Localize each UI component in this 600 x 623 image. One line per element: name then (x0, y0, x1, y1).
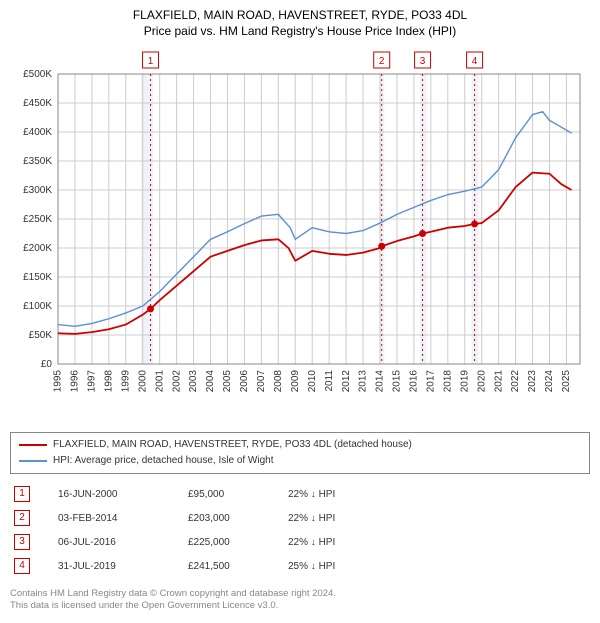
svg-text:2000: 2000 (137, 370, 148, 393)
svg-text:1999: 1999 (120, 370, 131, 393)
svg-text:1997: 1997 (87, 370, 98, 393)
sales-price: £241,500 (188, 561, 288, 572)
footer-line-1: Contains HM Land Registry data © Crown c… (10, 588, 590, 600)
sales-row: 3 06-JUL-2016£225,00022% ↓ HPI (10, 530, 590, 554)
sales-diff: 22% ↓ HPI (288, 513, 368, 524)
svg-text:2018: 2018 (442, 370, 453, 393)
svg-text:2020: 2020 (476, 370, 487, 393)
chart-svg: £0 £50K £100K £150K £200K £250K £300K £350K £400… (10, 44, 590, 424)
svg-text:2008: 2008 (273, 370, 284, 393)
svg-text:4: 4 (472, 56, 478, 67)
svg-text:2006: 2006 (239, 370, 250, 393)
legend: FLAXFIELD, MAIN ROAD, HAVENSTREET, RYDE,… (10, 432, 590, 474)
sales-diff: 22% ↓ HPI (288, 489, 368, 500)
title-block: FLAXFIELD, MAIN ROAD, HAVENSTREET, RYDE,… (10, 8, 590, 38)
svg-text:2007: 2007 (256, 370, 267, 393)
legend-row: HPI: Average price, detached house, Isle… (19, 453, 581, 469)
svg-text:£500K: £500K (23, 69, 52, 80)
svg-text:2003: 2003 (188, 370, 199, 393)
svg-text:2022: 2022 (510, 370, 521, 393)
svg-text:2024: 2024 (544, 370, 555, 393)
sales-price: £203,000 (188, 513, 288, 524)
sales-date: 31-JUL-2019 (58, 561, 188, 572)
svg-text:2011: 2011 (324, 370, 335, 392)
footer: Contains HM Land Registry data © Crown c… (10, 588, 590, 613)
chart-container: FLAXFIELD, MAIN ROAD, HAVENSTREET, RYDE,… (0, 0, 600, 623)
svg-text:1996: 1996 (70, 370, 81, 393)
sales-row: 1 16-JUN-2000£95,00022% ↓ HPI (10, 482, 590, 506)
svg-text:£0: £0 (41, 359, 53, 370)
svg-text:£350K: £350K (23, 156, 52, 167)
legend-swatch (19, 460, 47, 462)
sales-date: 03-FEB-2014 (58, 513, 188, 524)
sales-row: 4 31-JUL-2019£241,50025% ↓ HPI (10, 554, 590, 578)
svg-text:£450K: £450K (23, 98, 52, 109)
svg-text:£400K: £400K (23, 127, 52, 138)
legend-label: FLAXFIELD, MAIN ROAD, HAVENSTREET, RYDE,… (53, 437, 412, 453)
svg-text:2009: 2009 (290, 370, 301, 393)
svg-text:2021: 2021 (493, 370, 504, 393)
svg-text:1998: 1998 (103, 370, 114, 393)
svg-text:2013: 2013 (358, 370, 369, 393)
svg-text:2012: 2012 (341, 370, 352, 393)
sales-price: £225,000 (188, 537, 288, 548)
price-chart: £0 £50K £100K £150K £200K £250K £300K £350K £400… (10, 44, 590, 424)
svg-text:£150K: £150K (23, 272, 52, 283)
svg-text:2016: 2016 (409, 370, 420, 393)
sales-tag: 4 (14, 558, 30, 574)
svg-text:£200K: £200K (23, 243, 52, 254)
svg-text:2019: 2019 (459, 370, 470, 393)
svg-text:£100K: £100K (23, 301, 52, 312)
sales-row: 2 03-FEB-2014£203,00022% ↓ HPI (10, 506, 590, 530)
svg-text:1: 1 (148, 56, 154, 67)
svg-text:1995: 1995 (53, 370, 64, 393)
sales-tag: 3 (14, 534, 30, 550)
sales-tag: 1 (14, 486, 30, 502)
legend-row: FLAXFIELD, MAIN ROAD, HAVENSTREET, RYDE,… (19, 437, 581, 453)
svg-text:2017: 2017 (425, 370, 436, 393)
legend-label: HPI: Average price, detached house, Isle… (53, 453, 274, 469)
svg-text:3: 3 (420, 56, 426, 67)
sales-table: 116-JUN-2000£95,00022% ↓ HPI203-FEB-2014… (10, 482, 590, 578)
sales-price: £95,000 (188, 489, 288, 500)
sales-date: 16-JUN-2000 (58, 489, 188, 500)
svg-text:2010: 2010 (307, 370, 318, 393)
svg-text:2002: 2002 (171, 370, 182, 393)
svg-text:£300K: £300K (23, 185, 52, 196)
svg-text:£250K: £250K (23, 214, 52, 225)
sales-date: 06-JUL-2016 (58, 537, 188, 548)
footer-line-2: This data is licensed under the Open Gov… (10, 600, 590, 612)
svg-text:2001: 2001 (154, 370, 165, 393)
svg-text:2025: 2025 (561, 370, 572, 393)
title-subtitle: Price paid vs. HM Land Registry's House … (10, 24, 590, 38)
svg-text:2014: 2014 (375, 370, 386, 393)
sales-diff: 22% ↓ HPI (288, 537, 368, 548)
svg-text:2023: 2023 (527, 370, 538, 393)
svg-text:£50K: £50K (29, 330, 53, 341)
svg-text:2004: 2004 (205, 370, 216, 393)
sales-diff: 25% ↓ HPI (288, 561, 368, 572)
svg-text:2: 2 (379, 56, 385, 67)
sales-tag: 2 (14, 510, 30, 526)
title-address: FLAXFIELD, MAIN ROAD, HAVENSTREET, RYDE,… (10, 8, 590, 22)
svg-text:2005: 2005 (222, 370, 233, 393)
svg-text:2015: 2015 (392, 370, 403, 393)
legend-swatch (19, 444, 47, 446)
